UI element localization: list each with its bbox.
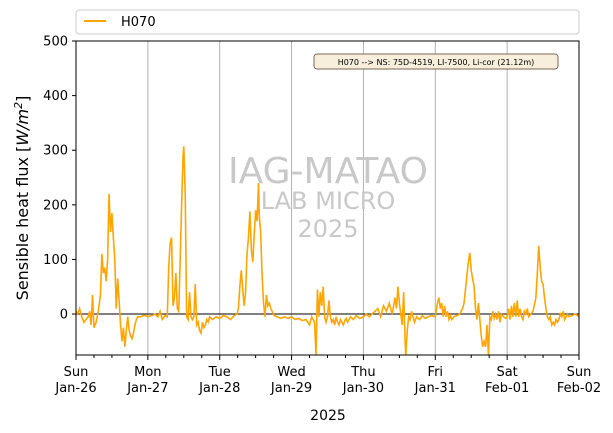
x-tick-label-date: Jan-29 (270, 381, 312, 396)
x-axis: SunJan-26MonJan-27TueJan-28WedJan-29ThuJ… (54, 355, 601, 396)
x-axis-label: 2025 (310, 408, 346, 424)
watermark-line3: 2025 (297, 215, 358, 243)
y-tick-label-500: 500 (43, 35, 68, 50)
x-tick-label-date: Jan-28 (198, 381, 240, 396)
x-tick-label-weekday: Wed (277, 365, 305, 380)
annotation: H070 --> NS: 75D-4519, LI-7500, Li-cor (… (313, 53, 559, 70)
y-tick-label-300: 300 (43, 144, 68, 159)
watermark-line2: LAB MICRO (261, 187, 396, 215)
x-tick-label-date: Feb-01 (485, 381, 529, 396)
series-line-h070 (76, 146, 579, 355)
vertical-gridlines (147, 41, 508, 355)
legend: H070 (75, 9, 580, 35)
x-tick-label-weekday: Mon (134, 365, 161, 380)
x-tick-label-date: Jan-30 (342, 381, 384, 396)
x-tick-label-weekday: Sat (496, 365, 517, 380)
legend-frame (75, 9, 580, 35)
y-tick-label-0: 0 (60, 308, 68, 323)
x-tick-label-weekday: Thu (350, 365, 375, 380)
x-tick-label-weekday: Sun (567, 365, 592, 380)
annotation-text: H070 --> NS: 75D-4519, LI-7500, Li-cor (… (338, 58, 535, 67)
watermark-line1: IAG-MATAO (228, 151, 428, 192)
x-tick-label-date: Jan-26 (54, 381, 96, 396)
annotation-frame (313, 53, 559, 70)
x-tick-label-date: Jan-31 (414, 381, 456, 396)
x-tick-label-weekday: Sun (64, 365, 89, 380)
watermark: IAG-MATAO LAB MICRO 2025 (228, 151, 428, 243)
x-tick-label-date: Feb-02 (557, 381, 601, 396)
x-tick-label-date: Jan-27 (126, 381, 168, 396)
y-axis: 0 100 200 300 400 500 (43, 35, 76, 323)
legend-label-h070: H070 (121, 15, 156, 30)
y-axis-label: Sensible heat flux [W/m2] (12, 96, 32, 301)
y-tick-label-400: 400 (43, 89, 68, 104)
x-tick-label-weekday: Tue (208, 365, 231, 380)
y-tick-label-200: 200 (43, 198, 68, 213)
y-tick-label-100: 100 (43, 253, 68, 268)
x-tick-label-weekday: Fri (428, 365, 444, 380)
